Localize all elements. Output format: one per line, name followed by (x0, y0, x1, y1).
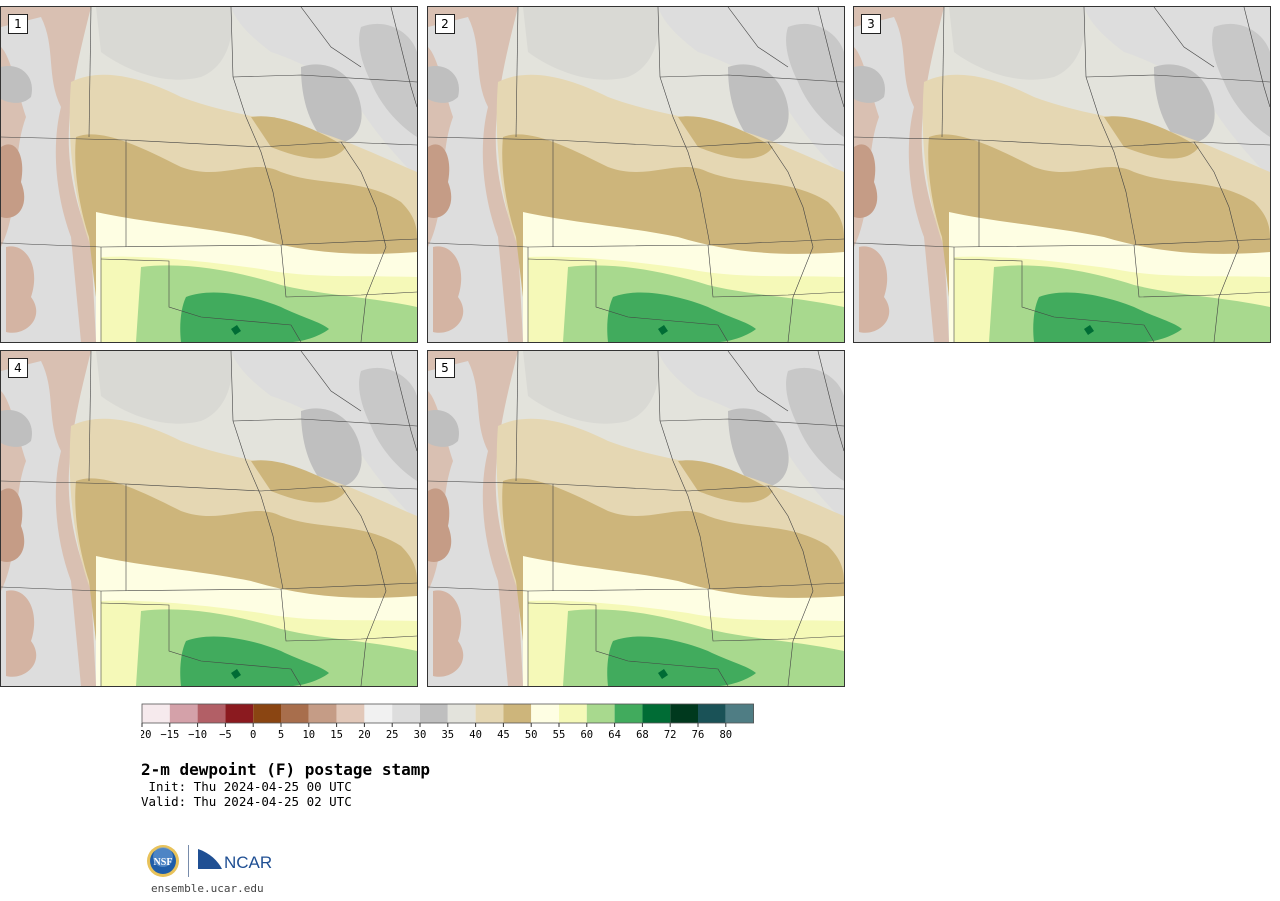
colorbar-tick-label: 72 (664, 729, 677, 741)
colorbar-tick-label: 30 (414, 729, 427, 741)
colorbar-tick-label: −5 (219, 729, 232, 741)
stamp-panel-2: 2 (427, 6, 845, 343)
colorbar: −20 −15 −10 −5 0 5 10 15 20 25 30 35 40 45 50 55 60 64 68 7… (141, 703, 754, 741)
colorbar-swatch (531, 704, 559, 723)
colorbar-swatch (503, 704, 532, 723)
colorbar-swatch (392, 704, 420, 723)
colorbar-swatch (364, 704, 393, 723)
dewpoint-map (1, 7, 417, 342)
colorbar-tick-label: −10 (188, 729, 207, 741)
colorbar-tick-label: −15 (160, 729, 179, 741)
colorbar-tick-label: 68 (636, 729, 649, 741)
member-label: 4 (8, 358, 28, 378)
colorbar-swatch (142, 704, 170, 723)
dewpoint-map (428, 351, 844, 686)
colorbar-swatch (586, 704, 615, 723)
colorbar-swatch (698, 704, 726, 723)
colorbar-tick-label: 76 (692, 729, 705, 741)
colorbar-swatch (559, 704, 587, 723)
colorbar-swatch (169, 704, 198, 723)
colorbar-tick-label: 60 (580, 729, 593, 741)
colorbar-swatch (670, 704, 698, 723)
valid-time: Valid: Thu 2024-04-25 02 UTC (141, 794, 352, 809)
colorbar-swatch (281, 704, 309, 723)
colorbar-tick-label: 10 (302, 729, 315, 741)
colorbar-swatch (225, 704, 254, 723)
nsf-logo: NSF (147, 845, 179, 877)
colorbar-swatch (253, 704, 281, 723)
dewpoint-map (1, 351, 417, 686)
colorbar-swatch (475, 704, 504, 723)
colorbar-swatch (642, 704, 671, 723)
colorbar-swatch (336, 704, 365, 723)
figure-title: 2-m dewpoint (F) postage stamp (141, 760, 430, 779)
colorbar-tick-label: 15 (330, 729, 343, 741)
colorbar-tick-label: 35 (441, 729, 454, 741)
colorbar-swatch (420, 704, 448, 723)
colorbar-tick-label: 64 (608, 729, 621, 741)
stamp-panel-5: 5 (427, 350, 845, 687)
dewpoint-map (854, 7, 1270, 342)
colorbar-tick-label: 25 (386, 729, 399, 741)
colorbar-swatch (197, 704, 226, 723)
stamp-panel-3: 3 (853, 6, 1271, 343)
colorbar-tick-label: 20 (358, 729, 371, 741)
website-url: ensemble.ucar.edu (151, 882, 264, 895)
colorbar-swatch (614, 704, 643, 723)
svg-text:NSF: NSF (154, 857, 173, 868)
member-label: 1 (8, 14, 28, 34)
colorbar-tick-label: 40 (469, 729, 482, 741)
colorbar-tick-label: 55 (553, 729, 566, 741)
colorbar-swatch (308, 704, 337, 723)
colorbar-tick-label: 50 (525, 729, 538, 741)
colorbar-tick-label: 80 (719, 729, 732, 741)
stamp-panel-4: 4 (0, 350, 418, 687)
colorbar-swatch (725, 704, 754, 723)
svg-text:NCAR: NCAR (224, 853, 272, 872)
member-label: 3 (861, 14, 881, 34)
colorbar-tick-label: 5 (278, 729, 284, 741)
member-label: 5 (435, 358, 455, 378)
colorbar-tick-label: 45 (497, 729, 510, 741)
init-time: Init: Thu 2024-04-25 00 UTC (141, 779, 352, 794)
stamp-panel-1: 1 (0, 6, 418, 343)
colorbar-swatch (447, 704, 476, 723)
colorbar-tick-label: −20 (141, 729, 151, 741)
ncar-logo: NCAR (188, 845, 272, 877)
colorbar-tick-label: 0 (250, 729, 256, 741)
member-label: 2 (435, 14, 455, 34)
dewpoint-map (428, 7, 844, 342)
